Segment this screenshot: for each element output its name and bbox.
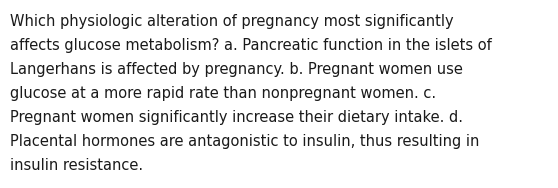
Text: Placental hormones are antagonistic to insulin, thus resulting in: Placental hormones are antagonistic to i…	[10, 134, 479, 149]
Text: insulin resistance.: insulin resistance.	[10, 158, 143, 173]
Text: Langerhans is affected by pregnancy. b. Pregnant women use: Langerhans is affected by pregnancy. b. …	[10, 62, 463, 77]
Text: Pregnant women significantly increase their dietary intake. d.: Pregnant women significantly increase th…	[10, 110, 463, 125]
Text: Which physiologic alteration of pregnancy most significantly: Which physiologic alteration of pregnanc…	[10, 14, 454, 29]
Text: affects glucose metabolism? a. Pancreatic function in the islets of: affects glucose metabolism? a. Pancreati…	[10, 38, 492, 53]
Text: glucose at a more rapid rate than nonpregnant women. c.: glucose at a more rapid rate than nonpre…	[10, 86, 436, 101]
